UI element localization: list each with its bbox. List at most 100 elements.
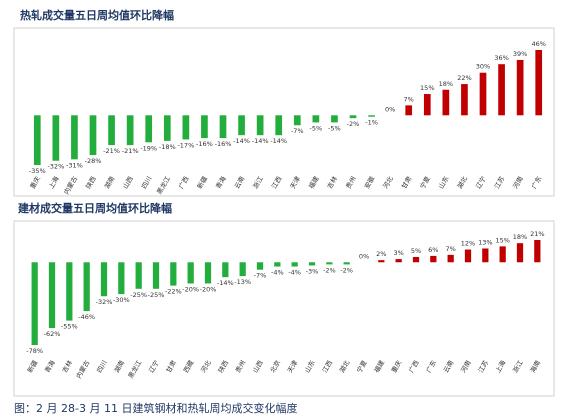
bar <box>349 115 357 119</box>
value-label: -16% <box>215 140 232 148</box>
chart-title: 热轧成交量五日周均值环比降幅 <box>20 8 174 22</box>
x-tick-label: 海南 <box>528 358 543 374</box>
bar <box>405 105 413 116</box>
x-tick-label: 内蒙古 <box>74 358 92 380</box>
x-tick-label: 江苏 <box>492 174 507 190</box>
bar <box>447 254 454 263</box>
value-label: 39% <box>513 50 527 58</box>
x-tick-label: 重庆 <box>389 358 404 374</box>
x-tick-label: 陕西 <box>216 358 231 374</box>
bar <box>89 115 97 156</box>
value-label: 36% <box>494 54 508 62</box>
bar <box>461 84 468 116</box>
value-label: -46% <box>78 313 95 321</box>
x-tick-label: 河南 <box>511 174 526 190</box>
bar <box>256 115 264 136</box>
bar <box>108 115 115 146</box>
x-tick-label: 江苏 <box>476 358 491 374</box>
value-label: -14% <box>252 137 269 145</box>
bar <box>163 115 171 141</box>
bar <box>170 262 177 286</box>
value-label: -2% <box>323 266 336 274</box>
bar <box>274 262 281 267</box>
x-tick-label: 云南 <box>232 174 247 190</box>
x-tick-label: 重庆 <box>28 174 43 190</box>
x-tick-label: 山东 <box>436 174 451 190</box>
bar <box>31 262 38 345</box>
bar <box>187 262 194 284</box>
bar <box>275 115 283 136</box>
x-tick-label: 安徽 <box>362 174 377 190</box>
value-label: -31% <box>66 161 83 169</box>
x-tick-label: 四川 <box>95 359 108 374</box>
x-tick-label: 新疆 <box>25 358 40 374</box>
x-tick-label: 辽宁 <box>146 358 161 374</box>
x-tick-label: 广西 <box>406 358 421 374</box>
bar <box>312 115 320 123</box>
bar <box>71 115 78 160</box>
x-tick-label: 云南 <box>441 358 456 374</box>
value-label: -25% <box>130 291 147 299</box>
value-label: -32% <box>47 163 64 171</box>
value-label: -13% <box>234 278 251 286</box>
value-label: 13% <box>478 238 492 246</box>
value-label: 12% <box>461 240 475 248</box>
value-label: -14% <box>233 137 250 145</box>
value-label: 7% <box>404 95 414 103</box>
bar <box>368 115 375 117</box>
bar <box>83 262 90 312</box>
x-tick-label: 广西 <box>176 174 191 190</box>
value-label: -20% <box>182 285 199 293</box>
bar <box>412 256 420 263</box>
bar <box>423 94 431 116</box>
value-label: -14% <box>217 279 234 287</box>
bar <box>126 115 134 146</box>
x-tick-label: 浙江 <box>510 358 525 374</box>
x-tick-label: 辽宁 <box>473 174 488 190</box>
bar <box>52 115 60 161</box>
x-tick-label: 湖北 <box>337 358 352 374</box>
x-tick-label: 新疆 <box>195 174 210 190</box>
bar <box>66 262 73 321</box>
bar <box>395 259 402 263</box>
bar <box>239 262 246 277</box>
value-label: 0% <box>385 105 395 113</box>
bar <box>33 115 41 165</box>
bar <box>48 262 56 329</box>
x-tick-label: 贵州 <box>343 175 357 191</box>
value-label: 3% <box>394 249 404 257</box>
bar <box>534 240 541 263</box>
value-label: -30% <box>113 296 130 304</box>
value-label: -25% <box>148 291 165 299</box>
x-tick-label: 河南 <box>458 358 473 374</box>
bar <box>145 115 153 143</box>
value-label: -62% <box>44 330 61 338</box>
x-tick-label: 甘肃 <box>399 174 414 190</box>
value-label: -28% <box>85 157 102 165</box>
value-label: 7% <box>446 245 456 253</box>
bar <box>204 262 212 284</box>
x-tick-label: 吉林 <box>325 174 340 190</box>
chart-title: 建材成交量五日周均值环比降幅 <box>18 201 172 215</box>
x-tick-label: 吉林 <box>60 358 75 374</box>
bar <box>256 262 264 270</box>
x-tick-label: 广东 <box>424 358 439 374</box>
bar <box>479 72 487 116</box>
x-tick-label: 四川 <box>140 175 153 190</box>
value-label: -2% <box>347 120 360 128</box>
x-tick-label: 青海 <box>213 174 228 190</box>
value-label: -32% <box>96 298 113 306</box>
x-tick-label: 广东 <box>529 174 544 190</box>
bar <box>100 262 108 297</box>
bar <box>378 260 385 263</box>
value-label: -1% <box>365 119 378 127</box>
value-label: -5% <box>310 124 323 132</box>
value-label: -19% <box>140 144 157 152</box>
value-label: -78% <box>26 347 43 355</box>
x-tick-label: 浙江 <box>251 174 266 190</box>
x-tick-label: 福建 <box>306 174 321 190</box>
bar <box>222 262 229 278</box>
caption: 图：2 月 28-3 月 11 日建筑钢材和热轧周均成交变化幅度 <box>14 401 297 415</box>
x-tick-label: 黑龙江 <box>126 358 144 380</box>
